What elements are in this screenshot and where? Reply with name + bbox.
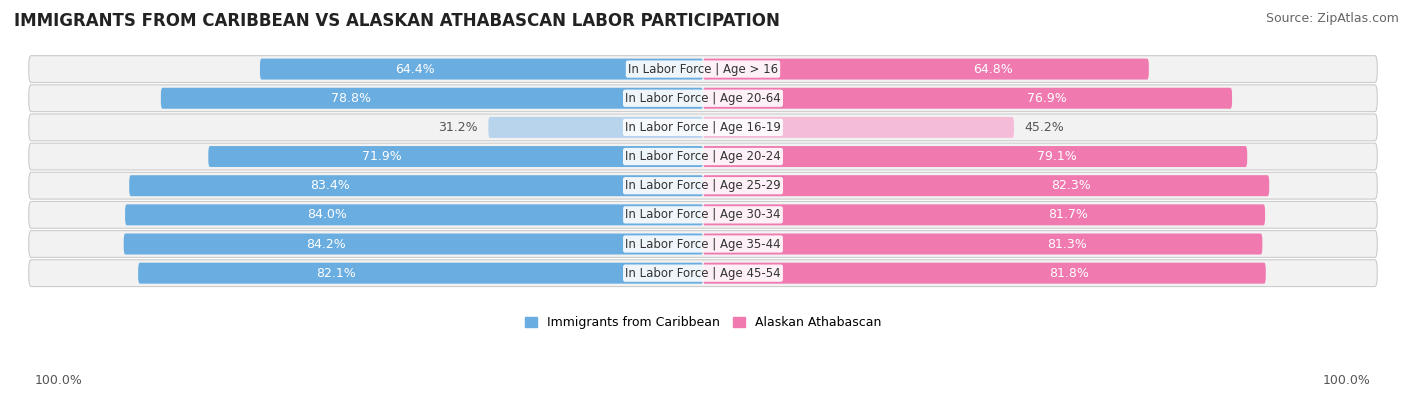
Text: In Labor Force | Age 20-64: In Labor Force | Age 20-64 (626, 92, 780, 105)
Text: 31.2%: 31.2% (439, 121, 478, 134)
FancyBboxPatch shape (703, 233, 1263, 254)
Text: In Labor Force | Age > 16: In Labor Force | Age > 16 (628, 62, 778, 75)
Text: 100.0%: 100.0% (35, 374, 83, 387)
Text: In Labor Force | Age 25-29: In Labor Force | Age 25-29 (626, 179, 780, 192)
Text: 64.4%: 64.4% (395, 62, 434, 75)
FancyBboxPatch shape (28, 172, 1378, 199)
Text: 76.9%: 76.9% (1026, 92, 1067, 105)
FancyBboxPatch shape (138, 263, 703, 284)
FancyBboxPatch shape (28, 114, 1378, 141)
Text: 79.1%: 79.1% (1036, 150, 1077, 163)
FancyBboxPatch shape (208, 146, 703, 167)
Text: 81.3%: 81.3% (1046, 237, 1087, 250)
Legend: Immigrants from Caribbean, Alaskan Athabascan: Immigrants from Caribbean, Alaskan Athab… (520, 312, 886, 333)
FancyBboxPatch shape (160, 88, 703, 109)
FancyBboxPatch shape (703, 204, 1265, 225)
Text: 81.7%: 81.7% (1049, 208, 1088, 221)
Text: Source: ZipAtlas.com: Source: ZipAtlas.com (1265, 12, 1399, 25)
Text: IMMIGRANTS FROM CARIBBEAN VS ALASKAN ATHABASCAN LABOR PARTICIPATION: IMMIGRANTS FROM CARIBBEAN VS ALASKAN ATH… (14, 12, 780, 30)
FancyBboxPatch shape (703, 263, 1265, 284)
FancyBboxPatch shape (703, 175, 1270, 196)
Text: 100.0%: 100.0% (1323, 374, 1371, 387)
Text: In Labor Force | Age 30-34: In Labor Force | Age 30-34 (626, 208, 780, 221)
FancyBboxPatch shape (28, 56, 1378, 83)
FancyBboxPatch shape (703, 117, 1014, 138)
FancyBboxPatch shape (703, 146, 1247, 167)
Text: 82.3%: 82.3% (1052, 179, 1091, 192)
Text: In Labor Force | Age 20-24: In Labor Force | Age 20-24 (626, 150, 780, 163)
FancyBboxPatch shape (28, 231, 1378, 258)
FancyBboxPatch shape (28, 260, 1378, 286)
Text: In Labor Force | Age 16-19: In Labor Force | Age 16-19 (626, 121, 780, 134)
FancyBboxPatch shape (124, 233, 703, 254)
FancyBboxPatch shape (129, 175, 703, 196)
FancyBboxPatch shape (703, 88, 1232, 109)
Text: 82.1%: 82.1% (316, 267, 356, 280)
FancyBboxPatch shape (28, 201, 1378, 228)
Text: 83.4%: 83.4% (311, 179, 350, 192)
FancyBboxPatch shape (488, 117, 703, 138)
Text: 64.8%: 64.8% (973, 62, 1012, 75)
Text: 45.2%: 45.2% (1025, 121, 1064, 134)
Text: 84.2%: 84.2% (307, 237, 346, 250)
FancyBboxPatch shape (125, 204, 703, 225)
Text: 78.8%: 78.8% (330, 92, 371, 105)
FancyBboxPatch shape (703, 58, 1149, 79)
Text: 81.8%: 81.8% (1049, 267, 1088, 280)
FancyBboxPatch shape (28, 85, 1378, 112)
FancyBboxPatch shape (260, 58, 703, 79)
Text: In Labor Force | Age 35-44: In Labor Force | Age 35-44 (626, 237, 780, 250)
Text: In Labor Force | Age 45-54: In Labor Force | Age 45-54 (626, 267, 780, 280)
FancyBboxPatch shape (28, 143, 1378, 170)
Text: 71.9%: 71.9% (361, 150, 401, 163)
Text: 84.0%: 84.0% (308, 208, 347, 221)
